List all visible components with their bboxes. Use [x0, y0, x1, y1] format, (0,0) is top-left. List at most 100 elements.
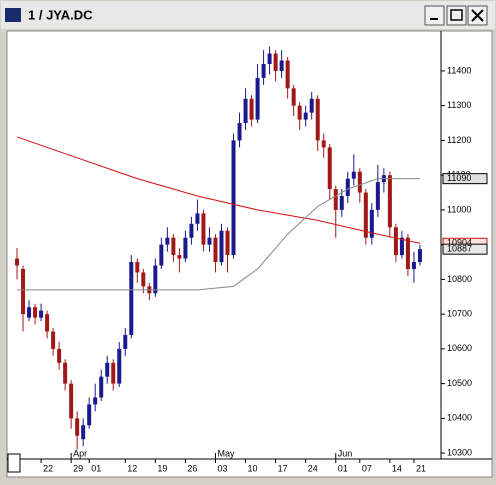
candle-body — [213, 237, 218, 263]
price-tag-box — [442, 243, 488, 255]
candle-body — [243, 98, 248, 124]
candle-body — [81, 425, 86, 440]
x-tick-label: 01 — [338, 463, 348, 473]
maximize-button[interactable] — [446, 5, 467, 26]
candle-body — [93, 397, 98, 405]
candle-body — [159, 244, 164, 266]
price-tag: 10887 — [447, 244, 472, 254]
x-tick-label: 03 — [217, 463, 227, 473]
y-tick-label: 10700 — [447, 309, 472, 319]
app-icon[interactable] — [5, 8, 21, 22]
moving-average-line — [16, 136, 421, 244]
candle-body — [303, 112, 308, 120]
candle-body — [339, 196, 344, 210]
candle-body — [45, 314, 50, 332]
x-tick-label: 22 — [43, 463, 53, 473]
plot: 1030010400105001060010700108001090011000… — [15, 46, 488, 473]
candle-body — [183, 237, 188, 259]
month-label: May — [217, 448, 235, 458]
candle-body — [141, 272, 146, 287]
candle-body — [261, 64, 266, 78]
x-tick-label: 10 — [248, 463, 258, 473]
candle-body — [153, 265, 158, 294]
candle-body — [51, 331, 56, 349]
candle-body — [57, 348, 62, 363]
candle-body — [285, 60, 290, 89]
close-button[interactable] — [467, 5, 488, 26]
y-tick-label: 10300 — [447, 447, 472, 457]
candle-body — [105, 362, 110, 377]
x-tick-label: 19 — [157, 463, 167, 473]
candle-body — [249, 98, 254, 120]
candle-body — [411, 262, 416, 269]
candle-body — [255, 77, 260, 120]
candle-body — [135, 262, 140, 273]
candle-body — [375, 182, 380, 210]
x-tick-label: 01 — [91, 463, 101, 473]
y-tick-label: 11000 — [447, 204, 471, 214]
candle-body — [117, 348, 122, 384]
candle-body — [123, 334, 128, 349]
candle-body — [165, 237, 170, 245]
month-label: Apr — [73, 448, 87, 458]
y-tick-label: 11400 — [447, 65, 471, 75]
candle-body — [21, 268, 26, 315]
candle-body — [399, 237, 404, 256]
candle-body — [69, 383, 74, 419]
candle-body — [279, 60, 284, 71]
candle-body — [327, 147, 332, 190]
y-tick-label: 10400 — [447, 413, 472, 423]
candle-body — [321, 140, 326, 148]
candle-body — [369, 209, 374, 238]
x-tick-label: 07 — [362, 463, 372, 473]
candle-body — [63, 362, 68, 384]
candle-body — [129, 262, 134, 335]
candle-body — [225, 230, 230, 256]
month-label: Jun — [338, 448, 353, 458]
candle-body — [189, 223, 194, 238]
candle-body — [357, 171, 362, 193]
x-tick-label: 24 — [308, 463, 318, 473]
candle-body — [171, 237, 176, 256]
candle-body — [291, 88, 296, 106]
y-tick-label: 10500 — [447, 378, 472, 388]
candle-body — [27, 307, 32, 318]
candle-body — [309, 98, 314, 113]
candle-body — [387, 175, 392, 228]
candle-body — [297, 105, 302, 120]
candle-body — [75, 418, 80, 436]
candle-body — [111, 362, 116, 384]
x-tick-label: 17 — [278, 463, 288, 473]
title-bar — [1, 1, 495, 29]
x-tick-label: 21 — [416, 463, 426, 473]
candle-body — [351, 171, 356, 179]
x-tick-label: 26 — [187, 463, 197, 473]
minimize-button[interactable] — [424, 5, 445, 26]
x-tick-label: 14 — [392, 463, 402, 473]
candle-body — [15, 258, 20, 266]
candle-body — [273, 53, 278, 71]
candle-body — [345, 178, 350, 197]
corner-box[interactable] — [7, 453, 21, 473]
candle-body — [177, 255, 182, 259]
candle-body — [99, 376, 104, 398]
candle-body — [231, 140, 236, 256]
candle-body — [363, 192, 368, 238]
candle-body — [315, 98, 320, 141]
candle-body — [201, 213, 206, 245]
candle-body — [333, 189, 338, 210]
price-tag: 10904 — [447, 238, 472, 248]
chart-area — [6, 30, 493, 478]
price-tag-box — [442, 173, 488, 185]
y-tick-label: 11300 — [447, 100, 471, 110]
y-tick-label: 10800 — [447, 274, 472, 284]
moving-average-line — [17, 178, 420, 291]
candle-body — [417, 249, 422, 263]
candle-body — [87, 404, 92, 426]
x-tick-label: 29 — [73, 463, 83, 473]
y-tick-label: 11200 — [447, 135, 471, 145]
x-tick-label: 12 — [127, 463, 137, 473]
candle-body — [33, 307, 38, 318]
